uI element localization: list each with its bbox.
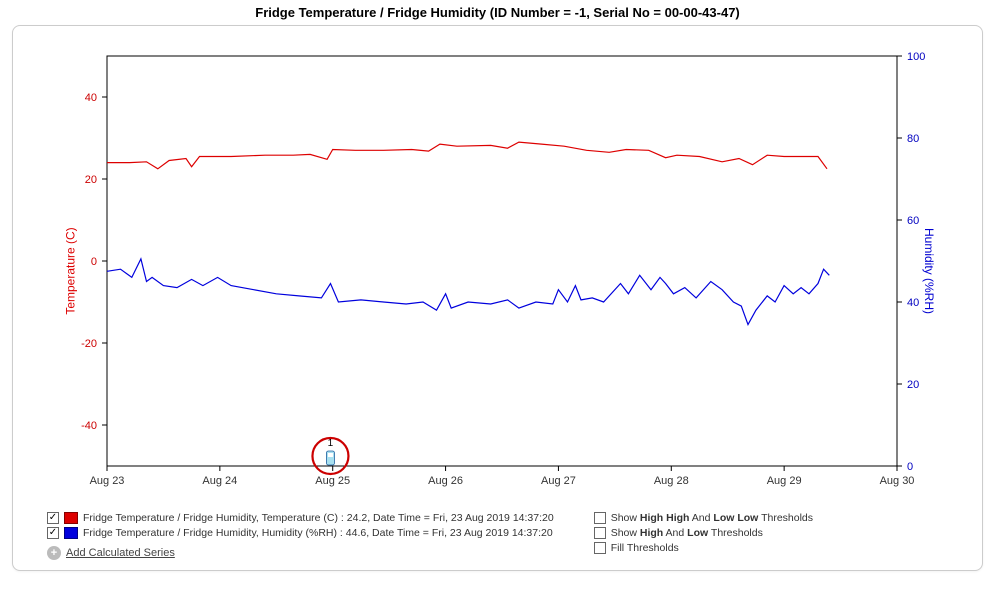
add-series-link[interactable]: Add Calculated Series — [66, 547, 175, 559]
series-swatch — [64, 527, 78, 539]
series-checkbox[interactable] — [47, 527, 59, 539]
svg-text:Aug 24: Aug 24 — [202, 475, 237, 487]
legend-thresholds-col: Show High High And Low Low Thresholds Sho… — [594, 512, 813, 560]
chart-area: Temperature (C) Humidity (%RH) -40 -20 0 20… — [27, 36, 968, 506]
series-swatch — [64, 512, 78, 524]
svg-text:Aug 26: Aug 26 — [428, 475, 463, 487]
svg-text:100: 100 — [907, 51, 925, 63]
legend-area: Fridge Temperature / Fridge Humidity, Te… — [27, 506, 968, 560]
threshold-option: Show High And Low Thresholds — [594, 527, 813, 539]
threshold-option: Show High High And Low Low Thresholds — [594, 512, 813, 524]
series-label: Fridge Temperature / Fridge Humidity, Te… — [83, 512, 554, 524]
threshold-label: Show High High And Low Low Thresholds — [611, 512, 813, 524]
series-checkbox[interactable] — [47, 512, 59, 524]
svg-text:20: 20 — [85, 174, 97, 186]
y-axis-left-label: Temperature (C) — [64, 227, 78, 314]
threshold-label: Show High And Low Thresholds — [611, 527, 763, 539]
chart-svg: -40 -20 0 20 40 0 20 40 60 80 100 Aug 23 Aug 24 Aug 2… — [27, 36, 967, 506]
svg-text:Aug 28: Aug 28 — [654, 475, 689, 487]
legend-series-row: Fridge Temperature / Fridge Humidity, Hu… — [47, 527, 554, 539]
svg-text:60: 60 — [907, 215, 919, 227]
threshold-checkbox[interactable] — [594, 527, 606, 539]
svg-text:0: 0 — [907, 461, 913, 473]
plus-icon: + — [47, 546, 61, 560]
threshold-label: Fill Thresholds — [611, 542, 679, 554]
svg-text:20: 20 — [907, 379, 919, 391]
series-label: Fridge Temperature / Fridge Humidity, Hu… — [83, 527, 553, 539]
svg-text:-20: -20 — [81, 338, 97, 350]
svg-text:Aug 29: Aug 29 — [767, 475, 802, 487]
y-axis-right-label: Humidity (%RH) — [922, 228, 936, 314]
svg-text:Aug 30: Aug 30 — [880, 475, 915, 487]
threshold-checkbox[interactable] — [594, 512, 606, 524]
svg-text:0: 0 — [91, 256, 97, 268]
svg-text:40: 40 — [907, 297, 919, 309]
svg-text:Aug 23: Aug 23 — [90, 475, 125, 487]
add-calculated-series[interactable]: + Add Calculated Series — [47, 546, 554, 560]
legend-series-row: Fridge Temperature / Fridge Humidity, Te… — [47, 512, 554, 524]
threshold-option: Fill Thresholds — [594, 542, 813, 554]
chart-panel: Temperature (C) Humidity (%RH) -40 -20 0 20… — [12, 25, 983, 571]
svg-text:Aug 25: Aug 25 — [315, 475, 350, 487]
threshold-checkbox[interactable] — [594, 542, 606, 554]
svg-text:80: 80 — [907, 133, 919, 145]
svg-text:1: 1 — [328, 438, 334, 449]
svg-text:Aug 27: Aug 27 — [541, 475, 576, 487]
svg-text:40: 40 — [85, 92, 97, 104]
legend-series-col: Fridge Temperature / Fridge Humidity, Te… — [47, 512, 554, 560]
chart-title: Fridge Temperature / Fridge Humidity (ID… — [0, 0, 995, 25]
svg-text:-40: -40 — [81, 420, 97, 432]
